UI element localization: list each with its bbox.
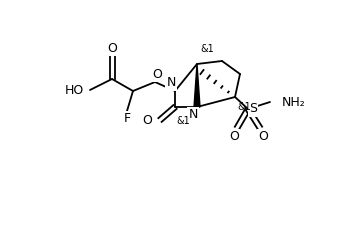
- Text: N: N: [166, 77, 176, 89]
- Text: O: O: [107, 41, 117, 55]
- Text: O: O: [152, 67, 162, 80]
- Polygon shape: [194, 64, 200, 107]
- Text: &1: &1: [237, 102, 251, 112]
- Text: HO: HO: [65, 84, 84, 96]
- Text: &1: &1: [200, 44, 214, 54]
- Text: &1: &1: [176, 116, 190, 126]
- Text: O: O: [229, 131, 239, 143]
- Text: N: N: [188, 109, 198, 121]
- Text: F: F: [123, 113, 130, 125]
- Text: NH₂: NH₂: [282, 95, 306, 109]
- Text: O: O: [142, 113, 152, 127]
- Text: O: O: [258, 131, 268, 143]
- Text: S: S: [249, 102, 257, 116]
